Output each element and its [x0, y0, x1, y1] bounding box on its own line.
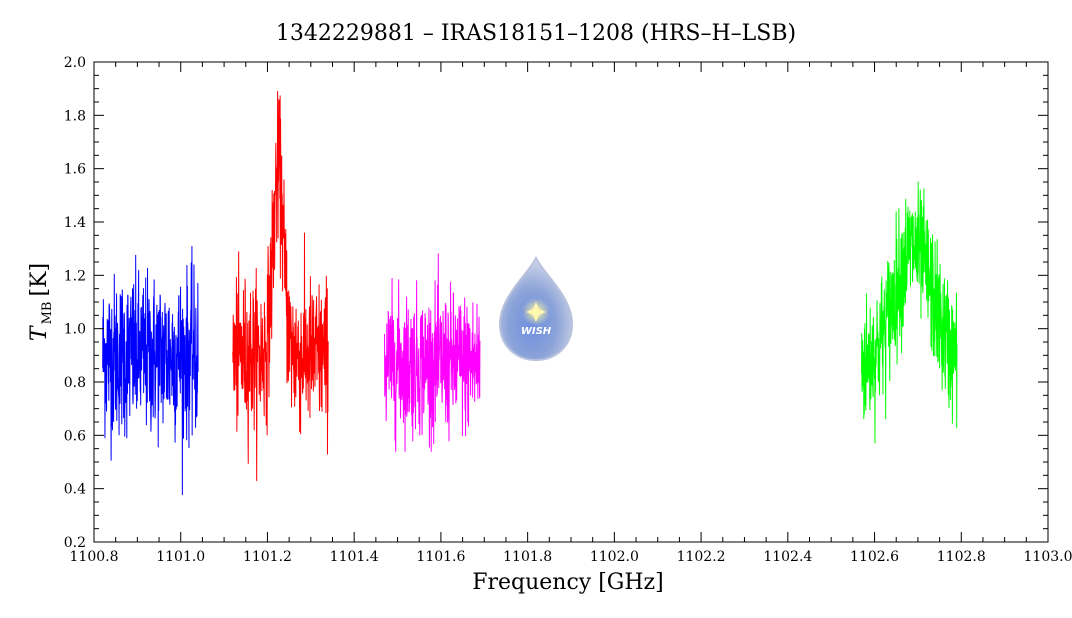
- x-tick-label: 1102.2: [677, 549, 726, 565]
- x-tick-labels: 1100.8 1101.0 1101.2 1101.4 1101.6 1101.8 1102…: [70, 549, 1072, 565]
- x-tick-label: 1101.0: [156, 549, 205, 565]
- y-axis-label-sub: MB: [40, 302, 55, 325]
- chart-title: 1342229881 – IRAS18151–1208 (HRS–H–LSB): [276, 21, 796, 46]
- plot-frame: [93, 61, 1049, 543]
- x-tick-label: 1101.6: [416, 549, 465, 565]
- x-tick-label: 1102.0: [590, 549, 639, 565]
- x-tick-label: 1102.8: [937, 549, 986, 565]
- x-tick-label: 1102.4: [763, 549, 812, 565]
- wish-logo: WISH: [498, 255, 574, 362]
- wish-star-icon: [526, 302, 546, 322]
- wish-logo-text: WISH: [521, 326, 552, 337]
- spectrum-series-4: [861, 181, 958, 444]
- y-tick-label: 1.8: [64, 108, 86, 124]
- x-tick-label: 1101.4: [330, 549, 379, 565]
- y-tick-label: 2.0: [64, 55, 86, 71]
- y-tick-label: 1.4: [64, 215, 86, 231]
- x-tick-label: 1103.0: [1024, 549, 1072, 565]
- y-axis-label-unit: [K]: [27, 263, 52, 297]
- x-tick-label: 1101.2: [243, 549, 292, 565]
- ticks-layer: [93, 61, 1049, 543]
- spectrum-series-1: [102, 245, 199, 496]
- x-tick-label: 1102.6: [850, 549, 899, 565]
- x-axis-label: Frequency [GHz]: [472, 570, 664, 595]
- svg-text:TMB[K]: TMB [K]: [27, 263, 55, 341]
- y-tick-label: 1.0: [64, 322, 86, 338]
- spectrum-series-3: [384, 253, 481, 452]
- y-tick-label: 0.2: [64, 535, 86, 551]
- y-tick-label: 0.6: [64, 428, 86, 444]
- x-tick-label: 1100.8: [70, 549, 119, 565]
- x-tick-label: 1101.8: [503, 549, 552, 565]
- y-tick-label: 1.2: [64, 268, 86, 284]
- spectrum-series-2: [232, 90, 329, 482]
- y-tick-label: 1.6: [64, 162, 86, 178]
- y-tick-label: 0.8: [64, 375, 86, 391]
- y-axis-label: TMB [K]: [27, 263, 55, 341]
- series-layer: [102, 90, 958, 496]
- y-axis-label-main: T: [27, 324, 52, 341]
- y-tick-labels: 0.2 0.4 0.6 0.8 1.0 1.2 1.4 1.6 1.8 2.0: [64, 55, 86, 551]
- y-tick-label: 0.4: [64, 482, 86, 498]
